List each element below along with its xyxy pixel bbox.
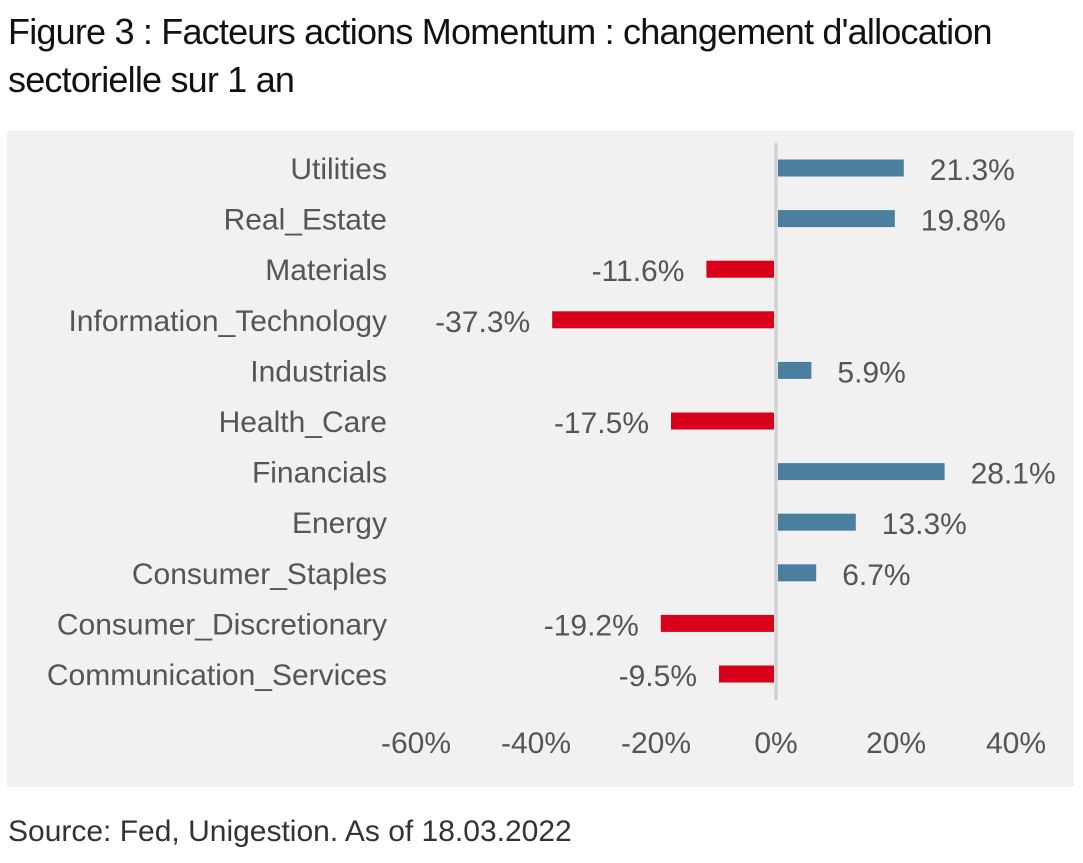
value-label: -11.6% <box>592 255 685 288</box>
value-label: -9.5% <box>619 660 697 693</box>
value-label: 13.3% <box>882 508 967 541</box>
value-label: 21.3% <box>930 154 1015 187</box>
bar <box>778 210 895 228</box>
value-label: 6.7% <box>842 559 910 592</box>
category-label: Consumer_Staples <box>132 558 387 591</box>
value-label: -17.5% <box>554 407 649 440</box>
category-label: Health_Care <box>219 406 387 439</box>
bar <box>706 260 774 278</box>
x-tick-label: 20% <box>866 727 926 760</box>
bar <box>671 412 774 430</box>
category-label: Real_Estate <box>224 204 387 237</box>
value-label: 19.8% <box>921 205 1006 238</box>
x-tick-label: 40% <box>986 727 1046 760</box>
category-labels-group: Utilities Real_Estate Materials Information… <box>47 153 387 692</box>
bar <box>778 564 817 582</box>
category-label: Materials <box>265 254 387 287</box>
category-label: Utilities <box>290 153 387 186</box>
value-label: -37.3% <box>435 306 530 339</box>
chart-panel <box>7 131 1074 787</box>
value-labels-group: 21.3% 19.8% -11.6% -37.3% 5.9% -17.5% 28.1%13.… <box>435 154 1056 693</box>
x-tick-label: 0% <box>754 727 797 760</box>
bar <box>778 463 945 481</box>
value-label: -19.2% <box>544 609 639 642</box>
bar <box>552 311 774 329</box>
category-label: Communication_Services <box>47 659 387 692</box>
source-note: Source: Fed, Unigestion. As of 18.03.202… <box>8 815 572 848</box>
bar <box>778 361 812 379</box>
x-tick-label: -20% <box>621 727 691 760</box>
value-label: 5.9% <box>837 356 905 389</box>
x-tick-label: -40% <box>501 727 571 760</box>
bar-chart: 21.3% 19.8% -11.6% -37.3% 5.9% -17.5% 28.1%13.… <box>47 143 1056 760</box>
category-label: Industrials <box>250 355 387 388</box>
value-label: 28.1% <box>971 458 1056 491</box>
x-axis-ticks-group: -60% -40% -20% 0% 20% 40% <box>381 727 1046 760</box>
bar <box>778 513 856 531</box>
category-label: Energy <box>292 507 387 540</box>
bars-group <box>552 159 945 683</box>
x-tick-label: -60% <box>381 727 451 760</box>
bar <box>719 665 774 683</box>
bar <box>660 614 774 632</box>
category-label: Consumer_Discretionary <box>57 608 387 641</box>
category-label: Information_Technology <box>68 305 387 338</box>
bar <box>778 159 904 177</box>
category-label: Financials <box>252 457 387 490</box>
chart-title: Figure 3 : Facteurs actions Momentum : c… <box>8 11 993 100</box>
